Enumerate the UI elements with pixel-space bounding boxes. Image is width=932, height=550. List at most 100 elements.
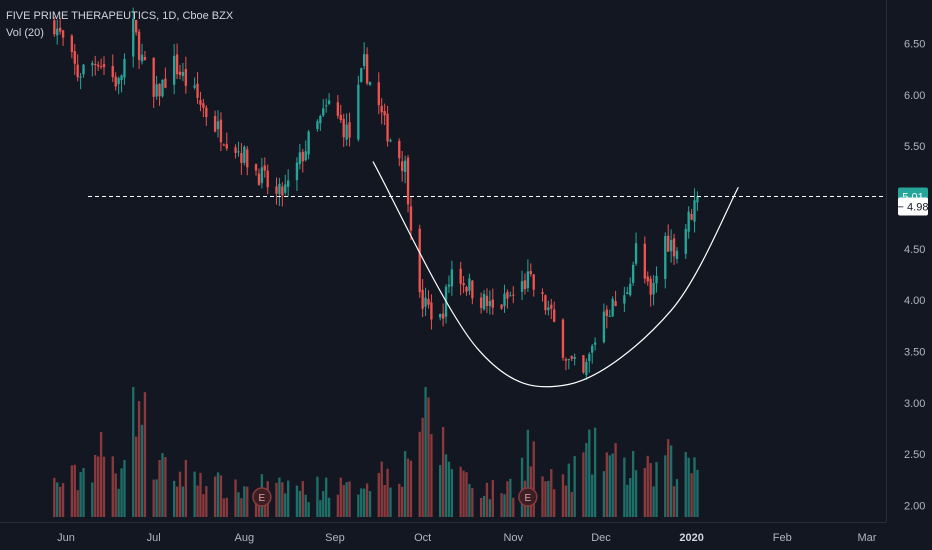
candle[interactable]	[500, 304, 503, 310]
candle[interactable]	[421, 279, 424, 318]
candle[interactable]	[377, 72, 380, 115]
candle[interactable]	[667, 224, 670, 252]
volume-indicator-label[interactable]: Vol (20)	[6, 27, 44, 39]
candle[interactable]	[424, 287, 427, 317]
candle[interactable]	[588, 352, 591, 373]
candle[interactable]	[365, 47, 369, 86]
candle[interactable]	[307, 129, 310, 160]
candle[interactable]	[444, 284, 448, 324]
candle[interactable]	[237, 141, 240, 157]
candle[interactable]	[281, 182, 284, 207]
candle[interactable]	[529, 263, 532, 277]
candle[interactable]	[693, 188, 696, 233]
candle[interactable]	[532, 273, 535, 297]
candle[interactable]	[512, 286, 515, 304]
candle[interactable]	[213, 110, 217, 133]
candle[interactable]	[322, 99, 325, 117]
candle[interactable]	[471, 279, 474, 305]
candle[interactable]	[646, 271, 649, 286]
candle[interactable]	[175, 43, 179, 80]
candle[interactable]	[102, 56, 106, 76]
candle[interactable]	[655, 266, 658, 293]
candle[interactable]	[468, 273, 471, 296]
candle[interactable]	[526, 259, 530, 292]
candle[interactable]	[649, 275, 652, 307]
candle[interactable]	[243, 145, 246, 166]
candle[interactable]	[479, 292, 483, 314]
candle[interactable]	[123, 53, 126, 85]
candle[interactable]	[58, 17, 62, 35]
candle[interactable]	[459, 261, 462, 296]
candle[interactable]	[202, 98, 205, 118]
candle[interactable]	[96, 61, 100, 71]
candle[interactable]	[363, 42, 366, 70]
candle[interactable]	[234, 144, 237, 159]
candle[interactable]	[132, 7, 135, 68]
candle[interactable]	[585, 358, 588, 381]
candle[interactable]	[602, 303, 606, 344]
candle[interactable]	[143, 50, 147, 61]
candle[interactable]	[696, 191, 699, 211]
candle[interactable]	[389, 138, 392, 143]
candle[interactable]	[319, 114, 322, 131]
candle[interactable]	[158, 83, 161, 106]
candle[interactable]	[345, 113, 348, 146]
candle[interactable]	[550, 298, 553, 320]
candle[interactable]	[339, 104, 342, 123]
candle[interactable]	[447, 275, 451, 293]
candle[interactable]	[403, 155, 407, 184]
candle[interactable]	[184, 56, 188, 94]
candle[interactable]	[406, 155, 410, 213]
candle[interactable]	[278, 177, 281, 206]
candle[interactable]	[263, 157, 266, 178]
candle[interactable]	[450, 260, 454, 296]
candle[interactable]	[304, 140, 307, 162]
cup-pattern-curve[interactable]	[372, 161, 739, 388]
candle[interactable]	[418, 224, 421, 298]
candle[interactable]	[284, 174, 287, 196]
candle[interactable]	[541, 288, 544, 302]
candle[interactable]	[634, 232, 638, 266]
candle[interactable]	[342, 113, 345, 147]
candle[interactable]	[664, 232, 667, 289]
candle[interactable]	[684, 224, 687, 259]
earnings-marker[interactable]: E	[252, 487, 272, 507]
candle[interactable]	[327, 93, 331, 106]
candle[interactable]	[172, 44, 176, 95]
candle[interactable]	[254, 163, 258, 176]
candle[interactable]	[325, 98, 328, 113]
candle[interactable]	[246, 146, 249, 176]
candle[interactable]	[509, 291, 512, 297]
candle[interactable]	[316, 119, 319, 132]
candle[interactable]	[465, 285, 468, 296]
candle[interactable]	[520, 270, 524, 301]
candle[interactable]	[225, 132, 228, 151]
candle[interactable]	[409, 197, 413, 240]
candle[interactable]	[360, 67, 363, 83]
candle[interactable]	[94, 55, 97, 76]
candle[interactable]	[111, 54, 114, 83]
candle[interactable]	[439, 313, 442, 321]
candle[interactable]	[295, 157, 299, 192]
candle[interactable]	[178, 64, 182, 80]
candle[interactable]	[652, 275, 655, 306]
candle[interactable]	[690, 209, 693, 221]
candle[interactable]	[383, 103, 386, 126]
candle[interactable]	[462, 276, 465, 294]
candle[interactable]	[240, 143, 243, 175]
candle[interactable]	[605, 305, 608, 329]
candle[interactable]	[564, 357, 568, 371]
candle[interactable]	[222, 143, 226, 147]
candle[interactable]	[161, 79, 164, 98]
candle[interactable]	[675, 247, 679, 264]
candle[interactable]	[79, 73, 82, 90]
candle[interactable]	[614, 290, 617, 307]
candle[interactable]	[357, 75, 360, 142]
candle[interactable]	[591, 343, 594, 364]
candle[interactable]	[441, 303, 445, 327]
candle[interactable]	[582, 355, 585, 374]
candle[interactable]	[643, 236, 646, 284]
candle[interactable]	[672, 233, 676, 265]
candle[interactable]	[275, 177, 278, 205]
candle[interactable]	[219, 112, 223, 152]
